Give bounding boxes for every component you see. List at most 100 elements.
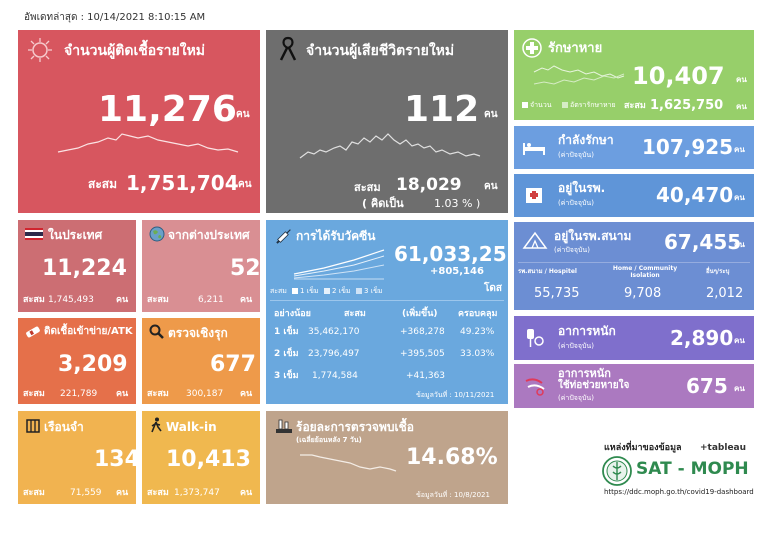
severe-card[interactable]: อาการหนัก (ค่าปัจจุบัน) 2,890 คน (514, 316, 754, 360)
legend-swatch-dose1 (292, 288, 298, 294)
walkin-card[interactable]: Walk-in 10,413 สะสม 1,373,747 คน (142, 411, 260, 504)
field-unit: คน (734, 240, 745, 249)
foreign-title: จากต่างประเทศ (168, 228, 250, 242)
vaccine-row-inc: +41,363 (406, 371, 446, 381)
new-cases-unit: คน (236, 109, 250, 120)
positive-rate-card[interactable]: ร้อยละการตรวจพบเชื้อ (เฉลี่ยย้อนหลัง 7 ว… (266, 411, 508, 504)
new-cases-cum-unit: คน (238, 179, 252, 190)
ventilator-card[interactable]: อาการหนัก ใช้ท่อช่วยหายใจ (ค่าปัจจุบัน) … (514, 364, 754, 408)
vaccine-legend-dose2: 2 เข็ม (332, 287, 351, 295)
deaths-card[interactable]: จำนวนผู้เสียชีวิตรายใหม่ 112 คน สะสม 18,… (266, 30, 508, 213)
atk-cum-value: 221,789 (60, 389, 98, 399)
recovered-card[interactable]: รักษาหาย 10,407 คน จำนวน อัตรารักษาหาย ส… (514, 30, 754, 120)
vaccine-col-inc: (เพิ่มขึ้น) (402, 309, 438, 319)
legend-swatch-dose3 (356, 288, 362, 294)
source-org: SAT - MOPH (636, 459, 749, 479)
positive-value: 14.68% (406, 445, 498, 470)
legend-swatch-dose2 (324, 288, 330, 294)
prison-icon (26, 419, 40, 433)
walkin-title: Walk-in (166, 420, 217, 434)
walkin-cum-unit: คน (240, 488, 253, 498)
foreign-cum-label: สะสม (147, 295, 169, 305)
source-url[interactable]: https://ddc.moph.go.th/covid19-dashboard (604, 488, 754, 496)
walkin-cum-label: สะสม (147, 488, 169, 498)
atk-title: ติดเชื้อเข้าข่าย/ATK (44, 326, 133, 337)
positive-as-of: ข้อมูลวันที่ : 10/8/2021 (416, 491, 490, 499)
new-cases-cum-label: สะสม (88, 177, 118, 191)
new-cases-value: 11,276 (98, 89, 237, 130)
deaths-cum-label: สะสม (354, 181, 381, 194)
proactive-card[interactable]: ตรวจเชิงรุก 677 สะสม 300,187 คน (142, 318, 260, 404)
ventilator-title: อาการหนัก (558, 367, 611, 380)
deaths-cum-unit: คน (484, 181, 498, 192)
severe-value: 2,890 (670, 326, 734, 350)
hospital-card[interactable]: อยู่ในรพ. (ค่าปัจจุบัน) 40,470 คน (514, 174, 754, 217)
field-hospital-card[interactable]: อยู่ในรพ.สนาม (ค่าปัจจุบัน) 67,455 คน รพ… (514, 222, 754, 310)
new-cases-card[interactable]: จำนวนผู้ติดเชื้อรายใหม่ 11,276 คน สะสม 1… (18, 30, 260, 213)
medical-cross-icon (522, 38, 542, 58)
recovered-legend-count: จำนวน (530, 101, 552, 109)
thai-flag-icon (25, 228, 43, 240)
prison-value: 134 (94, 447, 136, 472)
new-cases-cum-value: 1,751,704 (126, 171, 239, 195)
recovered-cum-label: สะสม (624, 101, 646, 111)
legend-swatch-rate (562, 102, 568, 108)
magnifier-icon (149, 324, 164, 339)
field-col-isolation-value: 9,708 (624, 286, 662, 301)
atk-cum-unit: คน (116, 389, 129, 399)
ventilator-value: 675 (686, 374, 728, 398)
foreign-card[interactable]: จากต่างประเทศ 52 สะสม 6,211 คน (142, 220, 260, 312)
tent-icon (522, 231, 548, 249)
domestic-cum-unit: คน (116, 295, 129, 305)
prison-title: เรือนจำ (44, 420, 84, 434)
deaths-pct-value: 1.03 % ) (434, 197, 481, 210)
hospital-bed-icon (523, 143, 545, 155)
recovered-cum-unit: คน (736, 102, 747, 111)
proactive-cum-unit: คน (240, 389, 253, 399)
severe-title: อาการหนัก (558, 324, 616, 338)
proactive-cum-value: 300,187 (186, 389, 224, 399)
ventilator-title2: ใช้ท่อช่วยหายใจ (558, 380, 630, 391)
walkin-value: 10,413 (166, 447, 251, 472)
vaccine-row-dose: 1 เข็ม (274, 327, 299, 337)
field-col-other-label: อื่นๆ/ระบุ (706, 268, 730, 275)
vaccine-legend-cum: สะสม (270, 287, 287, 295)
recovered-legend-rate: อัตรารักษาหาย (570, 101, 616, 109)
ventilator-sub: (ค่าปัจจุบัน) (558, 394, 594, 402)
new-cases-title: จำนวนผู้ติดเชื้อรายใหม่ (64, 43, 206, 59)
legend-swatch-count (522, 102, 528, 108)
atk-value: 3,209 (58, 352, 128, 377)
positive-trend-sparkline (300, 454, 397, 472)
proactive-value: 677 (210, 352, 256, 377)
field-sub: (ค่าปัจจุบัน) (554, 246, 590, 254)
vaccine-card[interactable]: การได้รับวัคซีน 61,033,251 +805,146 โดส … (266, 220, 508, 404)
tableau-logo: +tableau (700, 443, 747, 453)
vaccine-legend-dose3: 3 เข็ม (364, 287, 383, 295)
vaccine-row-inc: +368,278 (400, 327, 445, 337)
treating-title: กำลังรักษา (558, 133, 614, 147)
foreign-cum-value: 6,211 (198, 295, 224, 305)
recovered-unit: คน (736, 75, 747, 84)
recovered-trend-sparkline (533, 65, 625, 85)
foreign-value: 52 (230, 256, 260, 281)
lab-test-icon (276, 419, 292, 433)
positive-subtitle: (เฉลี่ยย้อนหลัง 7 วัน) (296, 436, 362, 444)
deaths-value: 112 (404, 89, 480, 130)
proactive-cum-label: สะสม (147, 389, 169, 399)
atk-card[interactable]: ติดเชื้อเข้าข่าย/ATK 3,209 สะสม 221,789 … (18, 318, 136, 404)
field-col-other-value: 2,012 (706, 286, 744, 301)
vaccine-row-dose: 2 เข็ม (274, 349, 299, 359)
source-block: แหล่งที่มาของข้อมูล +tableau SAT - MOPH … (576, 438, 766, 502)
vaccine-row-cum: 35,462,170 (308, 327, 360, 337)
domestic-value: 11,224 (42, 256, 127, 281)
prison-card[interactable]: เรือนจำ 134 สะสม 71,559 คน (18, 411, 136, 504)
treating-card[interactable]: กำลังรักษา (ค่าปัจจุบัน) 107,925 คน (514, 126, 754, 169)
deaths-cum-value: 18,029 (396, 175, 462, 195)
globe-icon (149, 226, 165, 242)
vaccine-total: 61,033,251 (394, 242, 508, 266)
severe-unit: คน (734, 336, 745, 345)
domestic-card[interactable]: ในประเทศ 11,224 สะสม 1,745,493 คน (18, 220, 136, 312)
treating-unit: คน (734, 145, 745, 154)
moph-logo-icon (602, 456, 632, 486)
vaccine-row-inc: +395,505 (400, 349, 445, 359)
